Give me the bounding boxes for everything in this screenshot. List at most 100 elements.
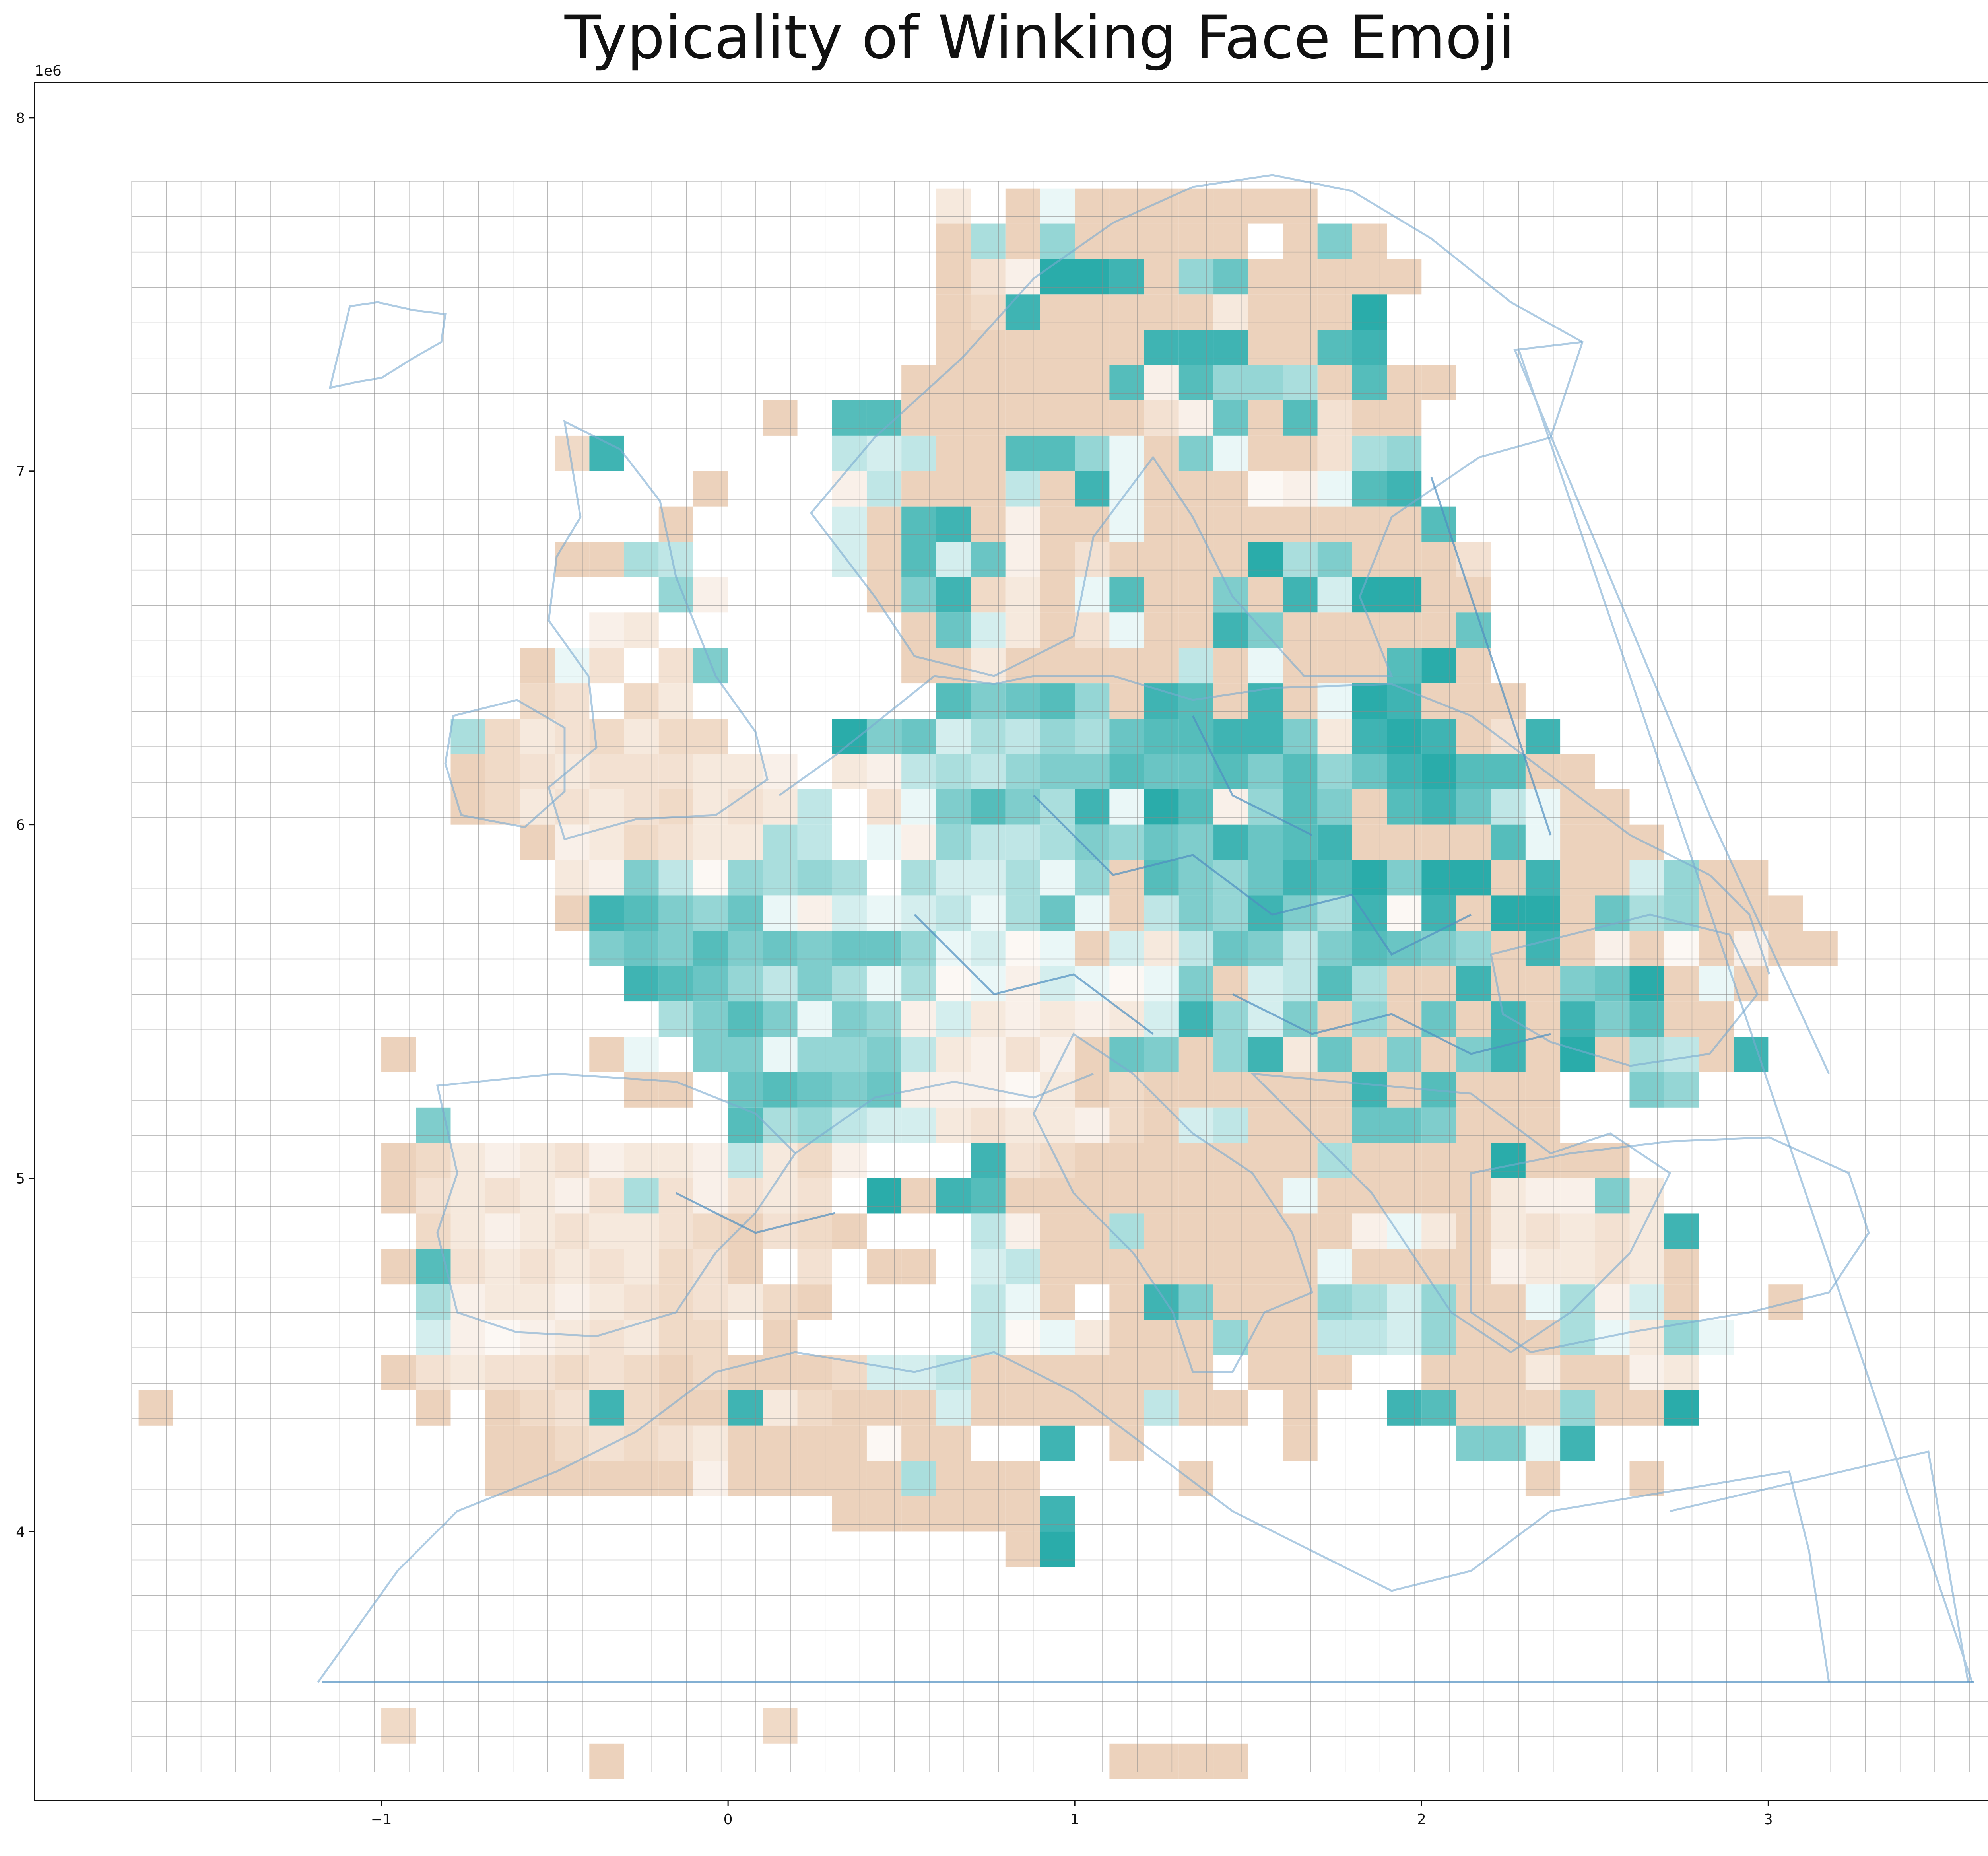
heatmap-cell [1283, 648, 1318, 684]
heatmap-cell [1387, 754, 1422, 789]
heatmap-cell [1491, 1143, 1526, 1178]
heatmap-cell [1629, 966, 1664, 1002]
heatmap-cell [1109, 542, 1144, 577]
border-east-frame [1513, 341, 1973, 1683]
heatmap-cell [1525, 1355, 1561, 1390]
heatmap-cell [1317, 506, 1352, 542]
heatmap-cell [936, 365, 971, 400]
heatmap-cell [763, 400, 798, 436]
heatmap-cell [728, 1107, 763, 1143]
heatmap-cell [1421, 1390, 1456, 1426]
heatmap-cell [1352, 365, 1387, 400]
heatmap-cell [693, 1425, 728, 1461]
heatmap-cell [971, 1037, 1006, 1072]
heatmap-cell [1005, 188, 1040, 224]
heatmap-cell [1629, 1037, 1664, 1072]
heatmap-cell [1560, 1249, 1595, 1285]
heatmap-cell [1317, 223, 1352, 259]
heatmap-cell [1040, 966, 1075, 1002]
heatmap-cell [1421, 612, 1456, 648]
heatmap-cell [658, 719, 693, 754]
heatmap-cell [1005, 1213, 1040, 1249]
heatmap-cell [1525, 860, 1561, 896]
heatmap-cell [1144, 1320, 1179, 1355]
heatmap-cell [1178, 1320, 1214, 1355]
heatmap-cell [866, 1249, 902, 1285]
heatmap-cell [1491, 719, 1526, 754]
heatmap-cell [797, 966, 832, 1002]
heatmap-cell [1178, 577, 1214, 613]
heatmap-cell [1213, 1213, 1248, 1249]
heatmap-cell [658, 754, 693, 789]
heatmap-cell [1664, 1249, 1699, 1285]
heatmap-cell [589, 1425, 624, 1461]
heatmap-cell [1248, 931, 1283, 966]
heatmap-cell [1144, 400, 1179, 436]
heatmap-cell [416, 1107, 451, 1143]
heatmap-cell [1040, 506, 1075, 542]
heatmap-cell [1456, 931, 1491, 966]
heatmap-cell [1491, 683, 1526, 719]
heatmap-cell [624, 1284, 659, 1320]
heatmap-cell [520, 1178, 555, 1214]
heatmap-cell [1248, 1284, 1283, 1320]
heatmap-cell [1317, 400, 1352, 436]
heatmap-cell [1075, 506, 1110, 542]
heatmap-cell [1317, 683, 1352, 719]
heatmap-cell [901, 612, 936, 648]
heatmap-cell [1387, 400, 1422, 436]
heatmap-cell [1075, 1072, 1110, 1108]
heatmap-cell [1629, 1001, 1664, 1037]
heatmap-cell [1283, 1143, 1318, 1178]
heatmap-cell [1248, 294, 1283, 330]
heatmap-cell [763, 1213, 798, 1249]
heatmap-cell [1387, 648, 1422, 684]
heatmap-cell [1317, 1037, 1352, 1072]
heatmap-cell [1560, 1001, 1595, 1037]
heatmap-cell [971, 294, 1006, 330]
heatmap-cell [1456, 1178, 1491, 1214]
heatmap-cell [1387, 1284, 1422, 1320]
heatmap-cell [1595, 1249, 1630, 1285]
heatmap-cell [1283, 719, 1318, 754]
heatmap-cell [1144, 506, 1179, 542]
heatmap-cell [1109, 1143, 1144, 1178]
heatmap-cell [1109, 223, 1144, 259]
heatmap-cell [1178, 648, 1214, 684]
heatmap-cell [1664, 1213, 1699, 1249]
heatmap-cell [1144, 577, 1179, 613]
heatmap-cell [1040, 1001, 1075, 1037]
heatmap-cell [1109, 506, 1144, 542]
heatmap-cell [797, 1072, 832, 1108]
heatmap-cell [971, 471, 1006, 507]
heatmap-cell [1317, 754, 1352, 789]
heatmap-cell [1178, 435, 1214, 471]
heatmap-cell [589, 1249, 624, 1285]
heatmap-cell [1352, 824, 1387, 860]
heatmap-cell [1109, 789, 1144, 825]
heatmap-cell [1387, 542, 1422, 577]
heatmap-cell [832, 1496, 867, 1532]
heatmap-cell [1560, 1425, 1595, 1461]
heatmap-cell [971, 1143, 1006, 1178]
heatmap-cell [555, 683, 590, 719]
heatmap-cell [1075, 612, 1110, 648]
heatmap-cell [1525, 966, 1561, 1002]
heatmap-cell [1075, 294, 1110, 330]
heatmap-cell [1005, 754, 1040, 789]
heatmap-cell [971, 1001, 1006, 1037]
heatmap-cell [1109, 931, 1144, 966]
heatmap-cell [1248, 719, 1283, 754]
heatmap-cell [1456, 1425, 1491, 1461]
heatmap-cell [971, 1390, 1006, 1426]
heatmap-cell [589, 895, 624, 931]
heatmap-cell [1144, 1355, 1179, 1390]
heatmap-cell [1525, 931, 1561, 966]
heatmap-cell [1005, 895, 1040, 931]
heatmap-cell [728, 1249, 763, 1285]
heatmap-cell [1109, 1107, 1144, 1143]
heatmap-cell [1317, 1072, 1352, 1108]
x-tick-label: 1 [1070, 1811, 1079, 1828]
heatmap-cell [1040, 1496, 1075, 1532]
heatmap-cell [901, 1425, 936, 1461]
